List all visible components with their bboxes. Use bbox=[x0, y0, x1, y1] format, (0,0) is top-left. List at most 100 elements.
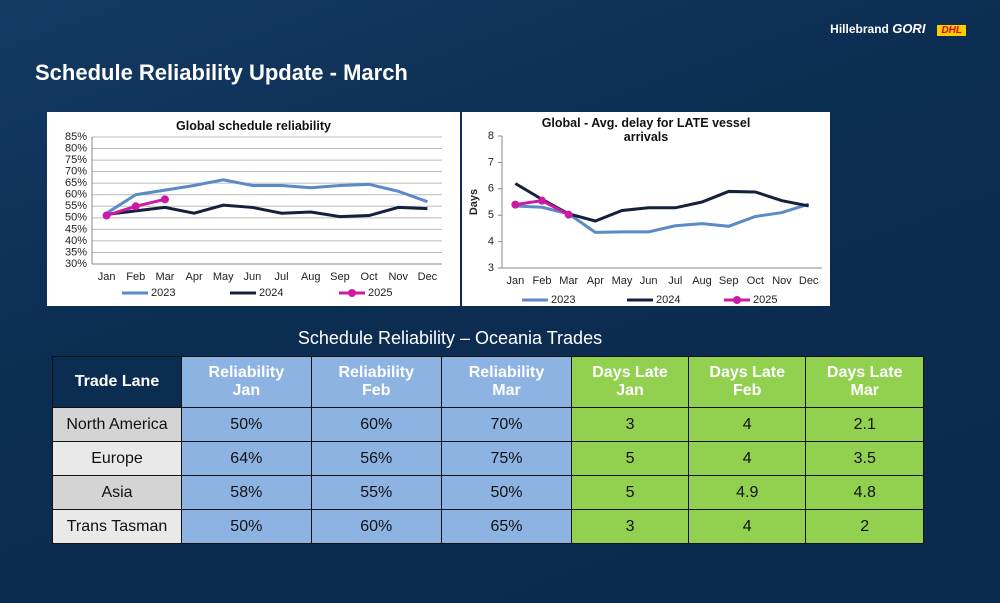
brand: Hillebrand bbox=[830, 22, 889, 36]
legend-label: 2023 bbox=[551, 294, 575, 306]
column-header: Reliability Mar bbox=[440, 356, 573, 408]
x-tick-label: Aug bbox=[692, 275, 712, 287]
x-tick-label: Jan bbox=[506, 275, 524, 287]
y-tick-label: 4 bbox=[488, 236, 494, 248]
legend-label: 2023 bbox=[151, 287, 175, 299]
legend-label: 2025 bbox=[753, 294, 777, 306]
y-tick-label: 55% bbox=[65, 200, 87, 212]
table-cell: 56% bbox=[310, 441, 442, 476]
chart: 3 4 5 6 7 8 Days Jan Feb Mar Apr May Jun Jul Aug Sep Oct… bbox=[468, 130, 822, 306]
series-line bbox=[105, 178, 428, 215]
x-tick-label: Jun bbox=[640, 275, 658, 287]
slide-title: Schedule Reliability Update - March bbox=[35, 60, 408, 85]
point bbox=[538, 196, 546, 205]
brand-bold: GORI bbox=[892, 21, 926, 36]
y-tick-label: 40% bbox=[65, 235, 87, 247]
chart-title: Global schedule reliability bbox=[176, 119, 331, 133]
table-cell: 64% bbox=[181, 441, 312, 476]
chart-panel: Global - Avg. delay for LATE vessel arri… bbox=[462, 112, 830, 306]
table-row: Europe 64% 56% 75% 5 4 3.5 bbox=[52, 441, 924, 476]
table-cell: 4 bbox=[687, 407, 807, 442]
table-row: Asia 58% 55% 50% 5 4.9 4.8 bbox=[52, 475, 924, 510]
column-header: Days Late Feb bbox=[687, 356, 807, 408]
series-line bbox=[106, 203, 428, 219]
x-tick-label: Sep bbox=[330, 271, 350, 283]
chart-panel: Global schedule reliability 30% 35% 40% 45%… bbox=[47, 112, 460, 306]
chart-title: Global - Avg. delay for LATE vessel arri… bbox=[541, 116, 751, 144]
point bbox=[131, 202, 140, 211]
table-row: North America 50% 60% 70% 3 4 2.1 bbox=[52, 407, 924, 442]
table-cell: 75% bbox=[440, 441, 573, 476]
table-cell: 65% bbox=[440, 509, 573, 544]
partner-logo: DHL bbox=[937, 25, 966, 36]
table-cell: 4.9 bbox=[687, 475, 807, 510]
y-tick-label: 7 bbox=[488, 156, 494, 168]
chart: 30%35%40%45%50%55%60%65%70%75%80%85% Jan F… bbox=[65, 131, 442, 299]
x-tick-label: Dec bbox=[799, 275, 819, 287]
x-tick-label: Nov bbox=[772, 275, 792, 287]
x-tick-label: May bbox=[213, 271, 234, 283]
table-cell: 50% bbox=[181, 509, 312, 544]
table-cell: 4 bbox=[687, 441, 807, 476]
y-tick-label: 5 bbox=[488, 209, 494, 221]
y-tick-label: 30% bbox=[65, 258, 87, 270]
header-row: Trade Lane Reliability Jan Reliability Feb… bbox=[52, 356, 924, 408]
table-cell: 70% bbox=[440, 407, 573, 442]
x-tick-label: Feb bbox=[533, 275, 552, 287]
y-tick-label: 60% bbox=[65, 189, 87, 201]
logo: Hillebrand GORI DHL bbox=[830, 21, 966, 36]
table-cell: 3 bbox=[571, 407, 689, 442]
data-table: Trade Lane Reliability Jan Reliability Feb… bbox=[52, 356, 924, 544]
x-tick-label: Jun bbox=[244, 271, 262, 283]
x-tick-label: Nov bbox=[388, 271, 408, 283]
y-tick-label: 75% bbox=[65, 154, 87, 166]
x-tick-label: Dec bbox=[418, 271, 438, 283]
legend-swatch bbox=[733, 296, 741, 304]
column-header: Reliability Feb bbox=[310, 356, 442, 408]
x-tick-label: Jul bbox=[668, 275, 682, 287]
legend-label: 2025 bbox=[368, 287, 392, 299]
x-tick-label: Feb bbox=[126, 271, 145, 283]
table-cell: 50% bbox=[440, 475, 573, 510]
y-axis-label: Days bbox=[468, 189, 480, 215]
x-tick-label: Apr bbox=[587, 275, 604, 287]
legend-label: 2024 bbox=[656, 294, 680, 306]
table-caption: Schedule Reliability – Oceania Trades bbox=[297, 328, 603, 348]
column-header: Days Late Mar bbox=[805, 356, 924, 408]
x-tick-label: Oct bbox=[361, 271, 378, 283]
table-cell: 58% bbox=[181, 475, 312, 510]
row-label: Europe bbox=[52, 441, 182, 476]
table-cell: 5 bbox=[571, 475, 689, 510]
y-tick-label: 80% bbox=[65, 142, 87, 154]
table-cell: 2.1 bbox=[805, 407, 924, 442]
row-label: Asia bbox=[52, 475, 182, 510]
column-header: Reliability Jan bbox=[181, 356, 312, 408]
column-header: Trade Lane bbox=[52, 356, 182, 408]
table-cell: 55% bbox=[310, 475, 442, 510]
y-tick-label: 50% bbox=[65, 212, 87, 224]
x-tick-label: Aug bbox=[301, 271, 321, 283]
x-tick-label: Jan bbox=[98, 271, 116, 283]
point bbox=[564, 210, 573, 219]
table-row: Trans Tasman 50% 60% 65% 3 4 2 bbox=[52, 509, 924, 544]
legend-swatch bbox=[348, 289, 356, 297]
y-tick-label: 70% bbox=[65, 166, 87, 178]
point bbox=[511, 200, 520, 209]
table-cell: 60% bbox=[310, 509, 442, 544]
column-header: Days Late Jan bbox=[571, 356, 689, 408]
table-cell: 4.8 bbox=[805, 475, 924, 510]
x-tick-label: Oct bbox=[747, 275, 764, 287]
y-tick-label: 85% bbox=[65, 131, 87, 143]
table-cell: 3.5 bbox=[805, 441, 924, 476]
legend-label: 2024 bbox=[259, 287, 283, 299]
table-cell: 4 bbox=[687, 509, 807, 544]
x-tick-label: Mar bbox=[155, 271, 174, 283]
table-cell: 2 bbox=[805, 509, 924, 544]
table-cell: 50% bbox=[181, 407, 312, 442]
y-tick-label: 65% bbox=[65, 177, 87, 189]
y-tick-label: 6 bbox=[488, 183, 494, 195]
row-label: North America bbox=[52, 407, 182, 442]
point bbox=[102, 211, 111, 220]
x-tick-label: Jul bbox=[275, 271, 289, 283]
x-tick-label: Sep bbox=[719, 275, 739, 287]
